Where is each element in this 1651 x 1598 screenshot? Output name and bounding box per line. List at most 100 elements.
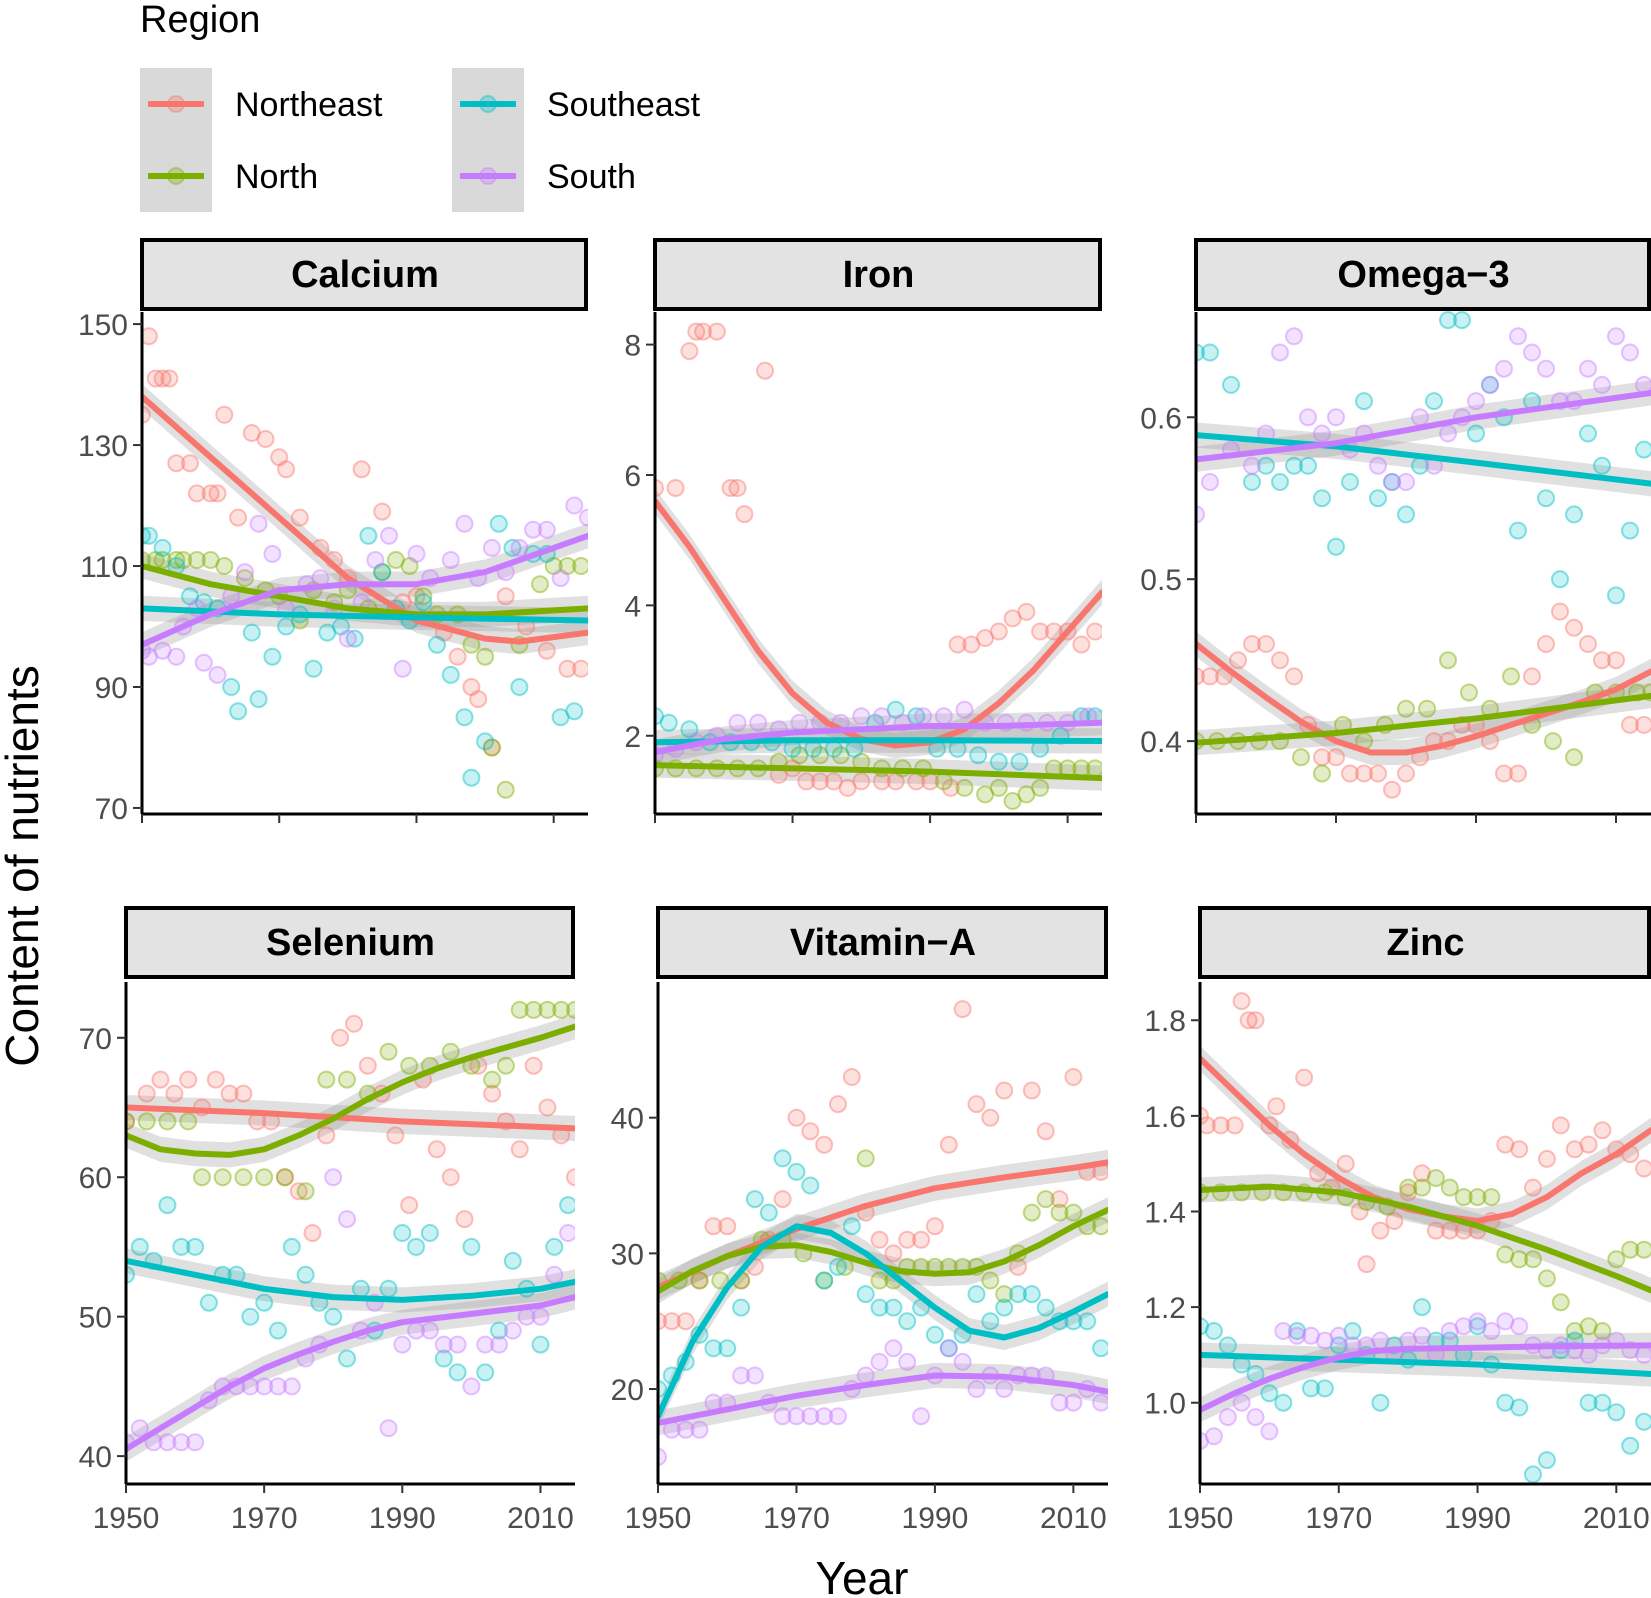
data-point-south <box>441 551 460 569</box>
facet-strip <box>653 238 1102 311</box>
data-point-southeast <box>441 665 460 684</box>
data-point-northeast <box>1565 1140 1584 1159</box>
data-point-southeast <box>318 623 337 642</box>
data-point-southeast <box>680 720 699 739</box>
data-point-northeast <box>925 1217 944 1236</box>
data-point-north <box>1426 1169 1445 1187</box>
data-point-south <box>1482 1322 1501 1340</box>
data-point-northeast <box>448 647 467 666</box>
data-point-northeast <box>898 1230 917 1249</box>
data-point-southeast <box>1481 375 1499 394</box>
data-point-northeast <box>797 772 816 791</box>
data-point-southeast <box>1313 489 1331 508</box>
data-point-southeast <box>420 1224 439 1242</box>
data-point-south <box>790 713 809 732</box>
data-point-southeast <box>1196 343 1205 362</box>
data-point-north <box>1397 699 1415 718</box>
data-point-northeast <box>558 659 577 678</box>
data-point-north <box>711 1271 730 1290</box>
data-point-southeast <box>1341 473 1359 491</box>
x-tick-label: 1950 <box>1167 1502 1234 1535</box>
data-point-northeast <box>824 772 843 791</box>
x-tick-label: 1990 <box>369 1502 436 1535</box>
data-point-south <box>186 1433 205 1452</box>
data-point-northeast <box>345 1014 363 1033</box>
data-point-north <box>815 1271 834 1290</box>
data-point-northeast <box>995 1081 1014 1100</box>
data-point-south <box>1509 327 1527 346</box>
data-point-north <box>790 746 809 765</box>
x-tick-label: 1970 <box>231 1502 298 1535</box>
data-point-north <box>934 772 953 791</box>
data-point-northeast <box>142 405 151 424</box>
data-point-northeast <box>1050 1190 1069 1209</box>
data-point-north <box>1399 1178 1418 1197</box>
data-point-south <box>255 1377 274 1396</box>
data-point-northeast <box>962 635 981 654</box>
y-tick-label: 6 <box>624 460 641 493</box>
data-point-southeast <box>476 732 495 751</box>
data-point-south <box>537 520 556 539</box>
data-point-northeast <box>815 1135 834 1154</box>
data-point-north <box>1496 1245 1515 1264</box>
data-point-north <box>126 1112 135 1131</box>
data-point-northeast <box>953 1000 972 1019</box>
confidence-band-south <box>658 1362 1108 1436</box>
data-point-northeast <box>215 405 234 424</box>
data-point-northeast <box>352 460 371 479</box>
data-point-northeast <box>655 479 664 497</box>
data-point-southeast <box>1010 752 1029 771</box>
data-point-south <box>142 647 158 666</box>
data-point-northeast <box>1635 715 1651 734</box>
data-point-north <box>215 557 234 575</box>
data-point-northeast <box>1017 602 1036 621</box>
data-point-north <box>981 1271 1000 1290</box>
data-point-south <box>545 1265 564 1284</box>
data-point-south <box>1495 359 1513 378</box>
x-tick-label: 1990 <box>1444 1502 1511 1535</box>
data-point-southeast <box>255 1293 274 1312</box>
y-tick-label: 90 <box>95 672 128 705</box>
x-tick-label: 2010 <box>1583 1502 1650 1535</box>
data-point-northeast <box>208 484 227 503</box>
data-point-south <box>934 707 953 726</box>
data-point-south <box>1440 1322 1459 1340</box>
data-point-southeast <box>282 1237 301 1256</box>
facet-title: Vitamin−A <box>790 922 976 964</box>
confidence-band-northeast <box>658 1149 1108 1300</box>
data-point-south <box>1621 343 1639 362</box>
data-point-south <box>269 1377 287 1396</box>
data-point-northeast <box>1196 667 1205 686</box>
data-point-south <box>1607 327 1625 346</box>
data-point-north <box>255 1168 274 1187</box>
y-tick-label: 150 <box>78 309 128 342</box>
data-point-north <box>1050 1203 1069 1222</box>
facet-strip <box>1194 238 1651 311</box>
legend-key-point <box>479 167 497 185</box>
data-point-northeast <box>1579 635 1597 653</box>
data-point-northeast <box>1523 667 1541 686</box>
data-point-northeast <box>1232 992 1251 1011</box>
legend-label: Southeast <box>547 86 701 124</box>
data-point-south <box>551 569 570 588</box>
data-point-north <box>1621 1240 1640 1259</box>
data-point-northeast <box>687 322 706 341</box>
data-point-north <box>558 557 577 575</box>
data-point-north <box>158 1112 177 1131</box>
data-point-south <box>1523 343 1541 362</box>
trend-line-north <box>655 762 1102 782</box>
data-point-northeast <box>676 1312 695 1331</box>
data-point-northeast <box>1635 1159 1651 1178</box>
data-point-north <box>1607 1250 1626 1269</box>
data-point-south <box>787 1407 806 1426</box>
data-point-southeast <box>1260 1384 1279 1403</box>
data-point-north <box>531 575 549 594</box>
data-point-southeast <box>1343 1322 1362 1340</box>
data-point-northeast <box>1086 622 1102 641</box>
data-point-southeast <box>1299 456 1317 475</box>
data-point-southeast <box>1078 1312 1097 1331</box>
x-tick-label: 1990 <box>902 1502 969 1535</box>
data-point-south <box>1468 1312 1487 1331</box>
data-point-north <box>1086 759 1102 778</box>
